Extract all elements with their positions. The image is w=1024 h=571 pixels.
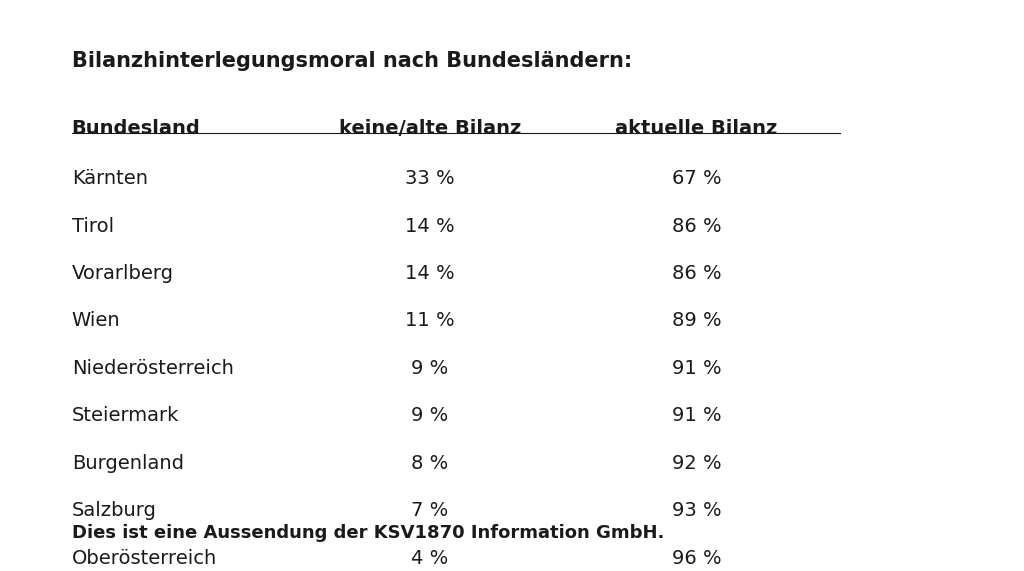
Text: 9 %: 9 % [412, 359, 449, 378]
Text: Niederösterreich: Niederösterreich [72, 359, 233, 378]
Text: 89 %: 89 % [672, 312, 721, 331]
Text: 96 %: 96 % [672, 549, 721, 568]
Text: 86 %: 86 % [672, 217, 721, 236]
Text: 93 %: 93 % [672, 501, 721, 520]
Text: Tirol: Tirol [72, 217, 114, 236]
Text: 8 %: 8 % [412, 454, 449, 473]
Text: 11 %: 11 % [406, 312, 455, 331]
Text: 14 %: 14 % [406, 264, 455, 283]
Text: Steiermark: Steiermark [72, 407, 179, 425]
Text: Salzburg: Salzburg [72, 501, 157, 520]
Text: 67 %: 67 % [672, 169, 721, 188]
Text: 91 %: 91 % [672, 359, 721, 378]
Text: Bundesland: Bundesland [72, 119, 201, 138]
Text: 91 %: 91 % [672, 407, 721, 425]
Text: 33 %: 33 % [406, 169, 455, 188]
Text: 9 %: 9 % [412, 407, 449, 425]
Text: 86 %: 86 % [672, 264, 721, 283]
Text: 4 %: 4 % [412, 549, 449, 568]
Text: 92 %: 92 % [672, 454, 721, 473]
Text: Wien: Wien [72, 312, 120, 331]
Text: Vorarlberg: Vorarlberg [72, 264, 174, 283]
Text: keine/alte Bilanz: keine/alte Bilanz [339, 119, 521, 138]
Text: aktuelle Bilanz: aktuelle Bilanz [615, 119, 777, 138]
Text: Kärnten: Kärnten [72, 169, 147, 188]
Text: Dies ist eine Aussendung der KSV1870 Information GmbH.: Dies ist eine Aussendung der KSV1870 Inf… [72, 524, 664, 542]
Text: Oberösterreich: Oberösterreich [72, 549, 217, 568]
Text: 7 %: 7 % [412, 501, 449, 520]
Text: Burgenland: Burgenland [72, 454, 183, 473]
Text: Bilanzhinterlegungsmoral nach Bundesländern:: Bilanzhinterlegungsmoral nach Bundesländ… [72, 51, 632, 71]
Text: 14 %: 14 % [406, 217, 455, 236]
